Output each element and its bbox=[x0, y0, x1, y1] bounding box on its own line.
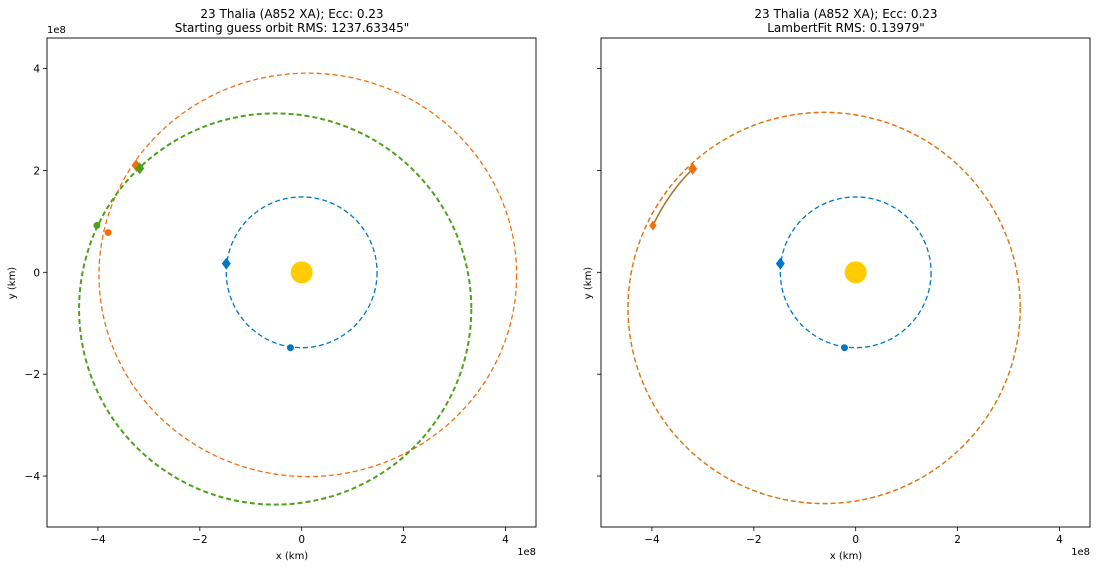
y-axis-label: y (km) bbox=[583, 267, 594, 300]
x-offset-text: 1e8 bbox=[517, 547, 536, 558]
x-axis-label: x (km) bbox=[276, 551, 309, 562]
y-tick-label: 2 bbox=[33, 165, 40, 177]
position-marker-3 bbox=[104, 229, 112, 237]
plot-marks bbox=[78, 72, 518, 506]
plot-marks bbox=[627, 111, 1021, 505]
right-chart: 23 Thalia (A852 XA); Ecc: 0.23 LambertFi… bbox=[583, 7, 1091, 562]
chart-title: 23 Thalia (A852 XA); Ecc: 0.23 bbox=[200, 7, 383, 21]
axis-ticks: −4 −2 0 2 4 bbox=[597, 68, 1063, 546]
y-tick-label: −4 bbox=[25, 471, 41, 483]
position-marker-1 bbox=[286, 344, 294, 352]
position-marker-1 bbox=[840, 344, 848, 352]
x-offset-text: 1e8 bbox=[1071, 547, 1090, 558]
position-marker-0 bbox=[221, 257, 231, 270]
x-tick-label: 4 bbox=[1056, 534, 1063, 546]
x-tick-label: 2 bbox=[954, 534, 961, 546]
x-tick-label: 0 bbox=[298, 534, 305, 546]
sun-marker bbox=[844, 261, 867, 284]
x-axis-label: x (km) bbox=[830, 551, 863, 562]
chart-subtitle: LambertFit RMS: 0.13979" bbox=[767, 21, 925, 35]
x-tick-label: −4 bbox=[90, 534, 106, 546]
x-tick-label: −4 bbox=[644, 534, 660, 546]
chart-subtitle: Starting guess orbit RMS: 1237.63345" bbox=[175, 21, 410, 35]
y-tick-label: 4 bbox=[33, 64, 40, 76]
sun-marker bbox=[290, 261, 313, 284]
plot-frame bbox=[46, 37, 537, 528]
orbit-line-2 bbox=[627, 111, 1021, 505]
chart-title: 23 Thalia (A852 XA); Ecc: 0.23 bbox=[754, 7, 937, 21]
orbit-arc-0 bbox=[652, 168, 694, 226]
x-tick-label: 4 bbox=[502, 534, 509, 546]
position-marker-0 bbox=[775, 257, 785, 270]
left-chart: 23 Thalia (A852 XA); Ecc: 0.23 Starting … bbox=[7, 7, 537, 562]
plot-frame bbox=[600, 37, 1091, 528]
orbit-line-1 bbox=[98, 72, 518, 478]
y-offset-text: 1e8 bbox=[47, 25, 66, 36]
axis-ticks: −4 −2 0 2 4 −4 −2 0 2 4 bbox=[25, 64, 510, 546]
x-tick-label: −2 bbox=[192, 534, 207, 546]
position-marker-4 bbox=[135, 162, 145, 175]
orbit-line-2 bbox=[78, 112, 473, 506]
orbit-line-0 bbox=[225, 196, 378, 349]
x-tick-label: 2 bbox=[400, 534, 407, 546]
position-marker-3 bbox=[649, 220, 657, 231]
x-tick-label: −2 bbox=[746, 534, 761, 546]
y-axis-label: y (km) bbox=[7, 267, 18, 300]
y-tick-label: 0 bbox=[33, 267, 40, 279]
position-marker-2 bbox=[688, 162, 698, 175]
orbit-line-0 bbox=[779, 196, 932, 349]
x-tick-label: 0 bbox=[852, 534, 859, 546]
orbit-line-1 bbox=[627, 111, 1021, 505]
position-marker-5 bbox=[93, 221, 101, 229]
y-tick-label: −2 bbox=[25, 369, 40, 381]
